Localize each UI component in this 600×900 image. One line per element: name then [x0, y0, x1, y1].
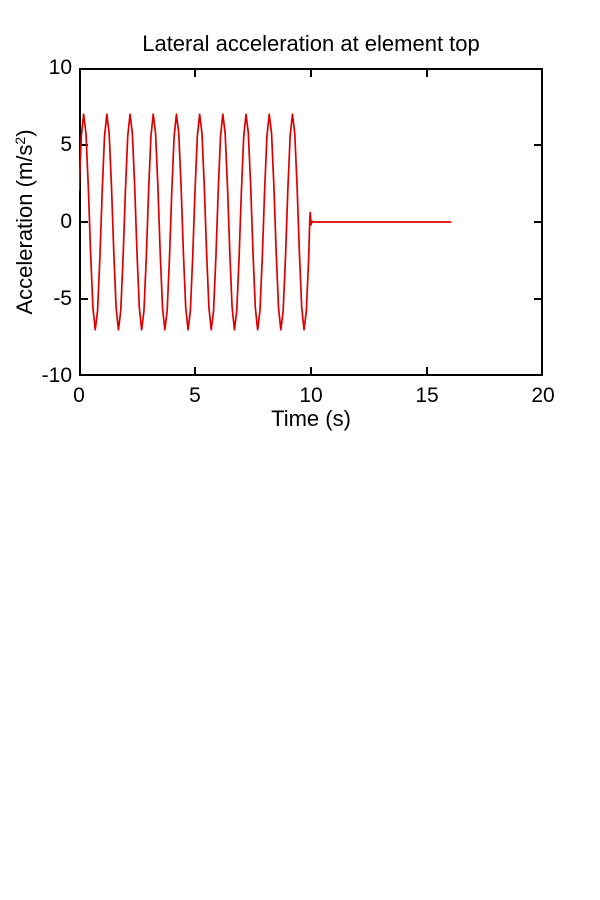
plot-area	[79, 68, 543, 376]
chart-title: Lateral acceleration at element top	[142, 31, 480, 56]
signal-plot-svg	[79, 68, 543, 376]
series-line-lateral-acceleration	[79, 113, 452, 331]
x-tick-label-0: 0	[73, 384, 85, 407]
y-tick-label-5: 5	[60, 133, 72, 156]
x-axis-label: Time (s)	[271, 406, 351, 431]
y-tick-label-0: 0	[60, 210, 72, 233]
axes-box	[79, 68, 543, 376]
x-tick-label-20: 20	[531, 384, 555, 407]
x-tick-label-15: 15	[415, 384, 439, 407]
y-tick-label-neg10: -10	[41, 364, 72, 387]
y-tick-label-neg5: -5	[53, 287, 72, 310]
x-tick-label-5: 5	[189, 384, 201, 407]
x-tick-label-10: 10	[299, 384, 323, 407]
y-tick-label-10: 10	[48, 56, 72, 79]
